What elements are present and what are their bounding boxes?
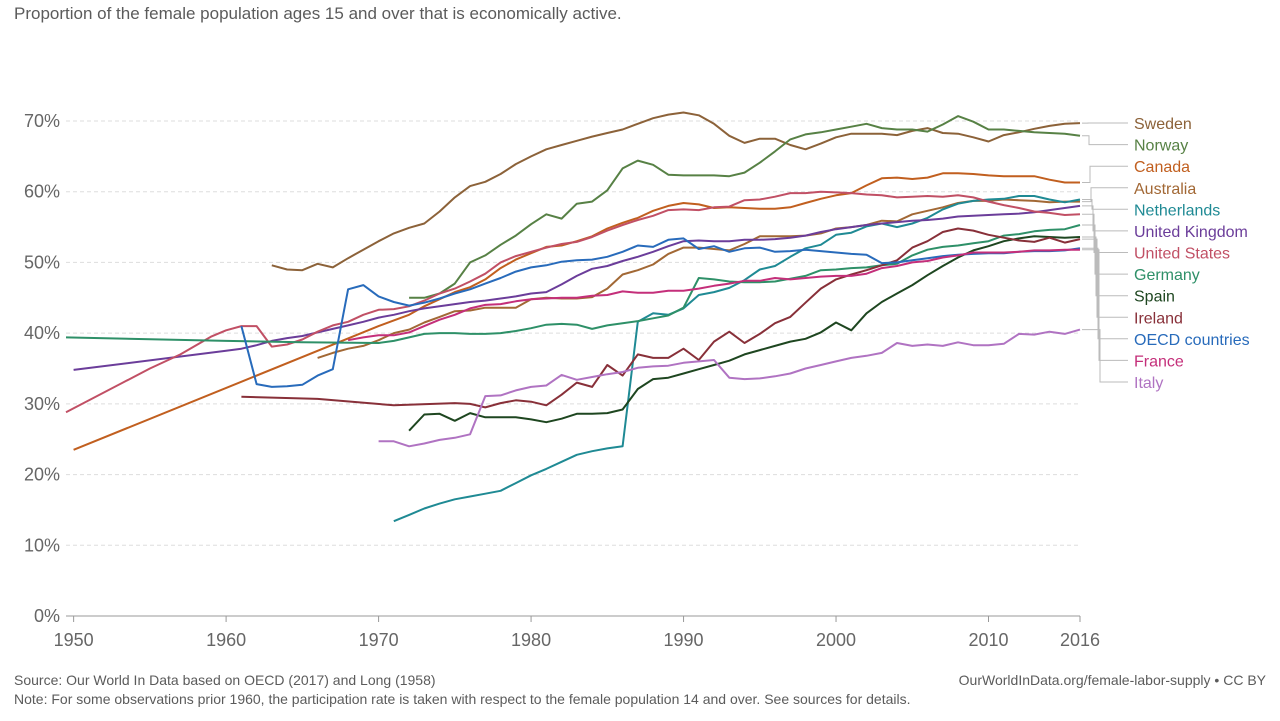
- source-note: Source: Our World In Data based on OECD …: [14, 672, 436, 688]
- y-tick-label: 50%: [24, 252, 60, 272]
- legend-connector: [1082, 247, 1128, 340]
- y-tick-label: 10%: [24, 535, 60, 555]
- legend-label-italy: Italy: [1134, 375, 1163, 392]
- x-tick-label: 1980: [511, 630, 551, 650]
- x-tick-label: 2000: [816, 630, 856, 650]
- x-tick-label: 1960: [206, 630, 246, 650]
- source-link[interactable]: OurWorldInData.org/female-labor-supply •…: [958, 672, 1266, 688]
- series-line-united-kingdom: [73, 204, 1081, 371]
- series-line-canada: [73, 172, 1080, 451]
- legend-label-spain: Spain: [1134, 289, 1175, 306]
- x-tick-label: 2016: [1060, 630, 1100, 650]
- legend-label-australia: Australia: [1134, 181, 1196, 198]
- legend-label-united-states: United States: [1134, 246, 1230, 263]
- legend-label-netherlands: Netherlands: [1134, 202, 1220, 219]
- series-line-norway: [409, 115, 1081, 299]
- legend-label-germany: Germany: [1134, 267, 1200, 284]
- series-line-netherlands: [393, 195, 1081, 523]
- legend-label-sweden: Sweden: [1134, 116, 1192, 133]
- legend-connector: [1082, 135, 1128, 146]
- y-tick-label: 20%: [24, 465, 60, 485]
- series-line-ireland: [241, 227, 1081, 409]
- chart-subtitle: Proportion of the female population ages…: [14, 4, 622, 23]
- y-tick-label: 30%: [24, 394, 60, 414]
- legend-connector: [1082, 238, 1128, 318]
- legend-connector: [1082, 213, 1128, 253]
- y-tick-label: 60%: [24, 182, 60, 202]
- legend-connector: [1082, 187, 1128, 203]
- series-line-germany: [65, 224, 1081, 344]
- legend-connector: [1082, 329, 1128, 383]
- series-line-italy: [378, 328, 1081, 448]
- x-tick-label: 2010: [968, 630, 1008, 650]
- series-line-oecd-countries: [240, 237, 1081, 388]
- footnote: Note: For some observations prior 1960, …: [14, 691, 911, 707]
- series-line-australia: [317, 198, 1080, 359]
- y-tick-label: 0%: [34, 606, 60, 626]
- x-tick-label: 1970: [359, 630, 399, 650]
- series-line-sweden: [271, 111, 1081, 272]
- legend-label-oecd-countries: OECD countries: [1134, 332, 1250, 349]
- x-tick-label: 1950: [54, 630, 94, 650]
- y-tick-label: 70%: [24, 111, 60, 131]
- legend-label-ireland: Ireland: [1134, 310, 1183, 327]
- series-line-united-states: [65, 190, 1081, 414]
- series-line-france: [347, 248, 1080, 342]
- legend-label-united-kingdom: United Kingdom: [1134, 224, 1248, 241]
- legend-connector: [1082, 199, 1128, 210]
- legend-connector: [1082, 249, 1128, 361]
- x-tick-label: 1990: [664, 630, 704, 650]
- legend-connector: [1082, 236, 1128, 297]
- legend-connector: [1082, 205, 1128, 232]
- legend-label-norway: Norway: [1134, 138, 1188, 155]
- legend-label-canada: Canada: [1134, 159, 1190, 176]
- legend-label-france: France: [1134, 353, 1184, 370]
- legend-connector: [1082, 165, 1128, 183]
- y-tick-label: 40%: [24, 323, 60, 343]
